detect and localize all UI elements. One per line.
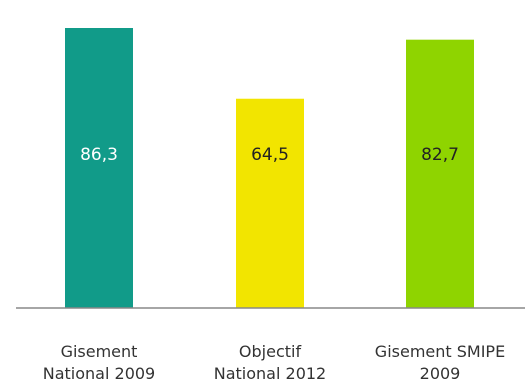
labels-layer: 86,3 Gisement National 2009 64,5 Objectif Nat… <box>43 145 505 383</box>
value-label-3: 82,7 <box>421 145 459 165</box>
bar-2 <box>236 98 304 308</box>
bar-3 <box>406 39 474 308</box>
category-label-3-line-2: 2009 <box>420 364 461 383</box>
bars-layer <box>65 28 474 308</box>
value-label-1: 86,3 <box>80 145 118 165</box>
value-label-2: 64,5 <box>251 145 289 165</box>
category-label-1-line-1: Gisement <box>61 342 138 361</box>
category-label-3-line-1: Gisement SMIPE <box>375 342 505 361</box>
category-label-2-line-1: Objectif <box>239 342 302 361</box>
bar-1 <box>65 28 133 308</box>
category-label-1-line-2: National 2009 <box>43 364 155 383</box>
category-label-2-line-2: National 2012 <box>214 364 326 383</box>
